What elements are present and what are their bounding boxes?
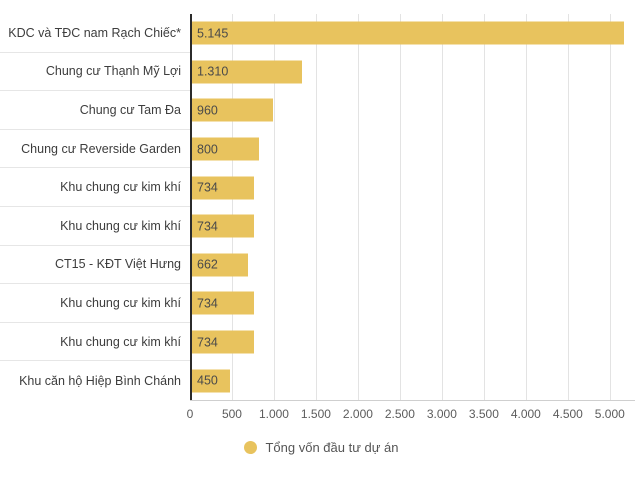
category-label: Chung cư Thạnh Mỹ Lợi	[0, 53, 190, 92]
gridline	[525, 14, 527, 400]
bar-row: Khu chung cư kim khí 734	[0, 207, 643, 246]
bar-area: 734	[190, 207, 635, 246]
bar-value-label: 734	[197, 296, 218, 311]
x-axis-tick-label: 0	[186, 407, 194, 421]
gridline	[357, 14, 359, 400]
bar-row: Chung cư Tam Đa 960	[0, 91, 643, 130]
category-label: Khu chung cư kim khí	[0, 168, 190, 207]
category-label: Khu chung cư kim khí	[0, 207, 190, 246]
gridline	[483, 14, 485, 400]
bar-row: Khu căn hộ Hiệp Bình Chánh 450	[0, 361, 643, 400]
bar-value-label: 800	[197, 142, 218, 157]
bar-row: Khu chung cư kim khí 734	[0, 284, 643, 323]
category-label: CT15 - KĐT Việt Hưng	[0, 246, 190, 285]
bar-value-label: 734	[197, 180, 218, 195]
bar-row: Chung cư Reverside Garden 800	[0, 130, 643, 169]
gridline	[441, 14, 443, 400]
bar-area: 960	[190, 91, 635, 130]
bar-row: Chung cư Thạnh Mỹ Lợi 1.310	[0, 53, 643, 92]
bar: 5.145	[192, 21, 624, 45]
bar-area: 734	[190, 323, 635, 362]
x-axis-tick-label: 4.500	[552, 407, 583, 421]
bar-area: 450	[190, 361, 635, 400]
bar-area: 800	[190, 130, 635, 169]
bar: 450	[192, 369, 230, 393]
gridline	[273, 14, 275, 400]
bar: 1.310	[192, 60, 302, 84]
x-axis-tick-label: 500	[221, 407, 242, 421]
bar-value-label: 5.145	[197, 26, 229, 41]
category-label: Khu chung cư kim khí	[0, 323, 190, 362]
x-axis-tick-label: 2.000	[342, 407, 373, 421]
bar: 734	[192, 176, 254, 200]
chart-body: KDC và TĐC nam Rạch Chiếc* 5.145 Chung cư …	[0, 14, 643, 400]
gridline	[315, 14, 317, 400]
legend-swatch-icon	[244, 441, 258, 454]
bar-row: Khu chung cư kim khí 734	[0, 323, 643, 362]
bar-row: Khu chung cư kim khí 734	[0, 168, 643, 207]
x-axis-tick-label: 1.500	[300, 407, 331, 421]
category-label: Khu chung cư kim khí	[0, 284, 190, 323]
legend-label: Tổng vốn đầu tư dự án	[265, 440, 399, 455]
gridline	[231, 14, 233, 400]
x-axis-tick-label: 3.500	[468, 407, 499, 421]
category-label: Chung cư Tam Đa	[0, 91, 190, 130]
bar-value-label: 734	[197, 219, 218, 234]
bar-area: 734	[190, 284, 635, 323]
x-axis-tick-label: 4.000	[510, 407, 541, 421]
bar-area: 662	[190, 246, 635, 285]
bar-value-label: 1.310	[197, 64, 229, 79]
grid-layer	[190, 14, 635, 400]
bar-row: KDC và TĐC nam Rạch Chiếc* 5.145	[0, 14, 643, 53]
bar: 734	[192, 330, 254, 354]
bar: 960	[192, 98, 273, 122]
bar-row: CT15 - KĐT Việt Hưng 662	[0, 246, 643, 285]
bar: 662	[192, 253, 248, 277]
y-axis-line	[190, 14, 192, 400]
x-axis-tick-label: 2.500	[384, 407, 415, 421]
bar-value-label: 960	[197, 103, 218, 118]
gridline	[399, 14, 401, 400]
gridline	[567, 14, 569, 400]
x-axis-tick-label: 3.000	[426, 407, 457, 421]
x-axis: 0 500 1.000 1.500 2.000 2.500 3.000 3.500 4.000 4…	[186, 400, 635, 426]
bar: 800	[192, 137, 260, 161]
category-label: KDC và TĐC nam Rạch Chiếc*	[0, 14, 190, 53]
bar-area: 5.145	[190, 14, 635, 53]
bar-value-label: 734	[197, 335, 218, 350]
bar-value-label: 450	[197, 373, 218, 388]
bar-rows: KDC và TĐC nam Rạch Chiếc* 5.145 Chung cư …	[0, 14, 643, 400]
x-axis-tick-label: 1.000	[258, 407, 289, 421]
category-label: Khu căn hộ Hiệp Bình Chánh	[19, 373, 181, 388]
bar: 734	[192, 291, 254, 315]
bar-area: 734	[190, 168, 635, 207]
category-label: Chung cư Reverside Garden	[0, 130, 190, 169]
bar-value-label: 662	[197, 257, 218, 272]
bar-area: 1.310	[190, 53, 635, 92]
x-axis-tick-label: 5.000	[594, 407, 625, 421]
legend: Tổng vốn đầu tư dự án	[0, 440, 643, 455]
bar: 734	[192, 214, 254, 238]
gridline	[609, 14, 611, 400]
